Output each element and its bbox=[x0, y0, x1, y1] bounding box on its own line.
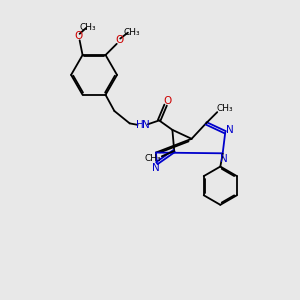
Text: CH₃: CH₃ bbox=[144, 154, 161, 163]
Text: CH₃: CH₃ bbox=[80, 23, 96, 32]
Text: CH₃: CH₃ bbox=[124, 28, 140, 37]
Text: N: N bbox=[152, 163, 159, 173]
Text: O: O bbox=[164, 96, 172, 106]
Text: N: N bbox=[142, 120, 149, 130]
Text: N: N bbox=[226, 125, 234, 135]
Text: H: H bbox=[136, 120, 144, 130]
Text: CH₃: CH₃ bbox=[217, 104, 233, 113]
Text: N: N bbox=[220, 154, 228, 164]
Text: O: O bbox=[74, 31, 82, 41]
Text: O: O bbox=[115, 35, 123, 45]
